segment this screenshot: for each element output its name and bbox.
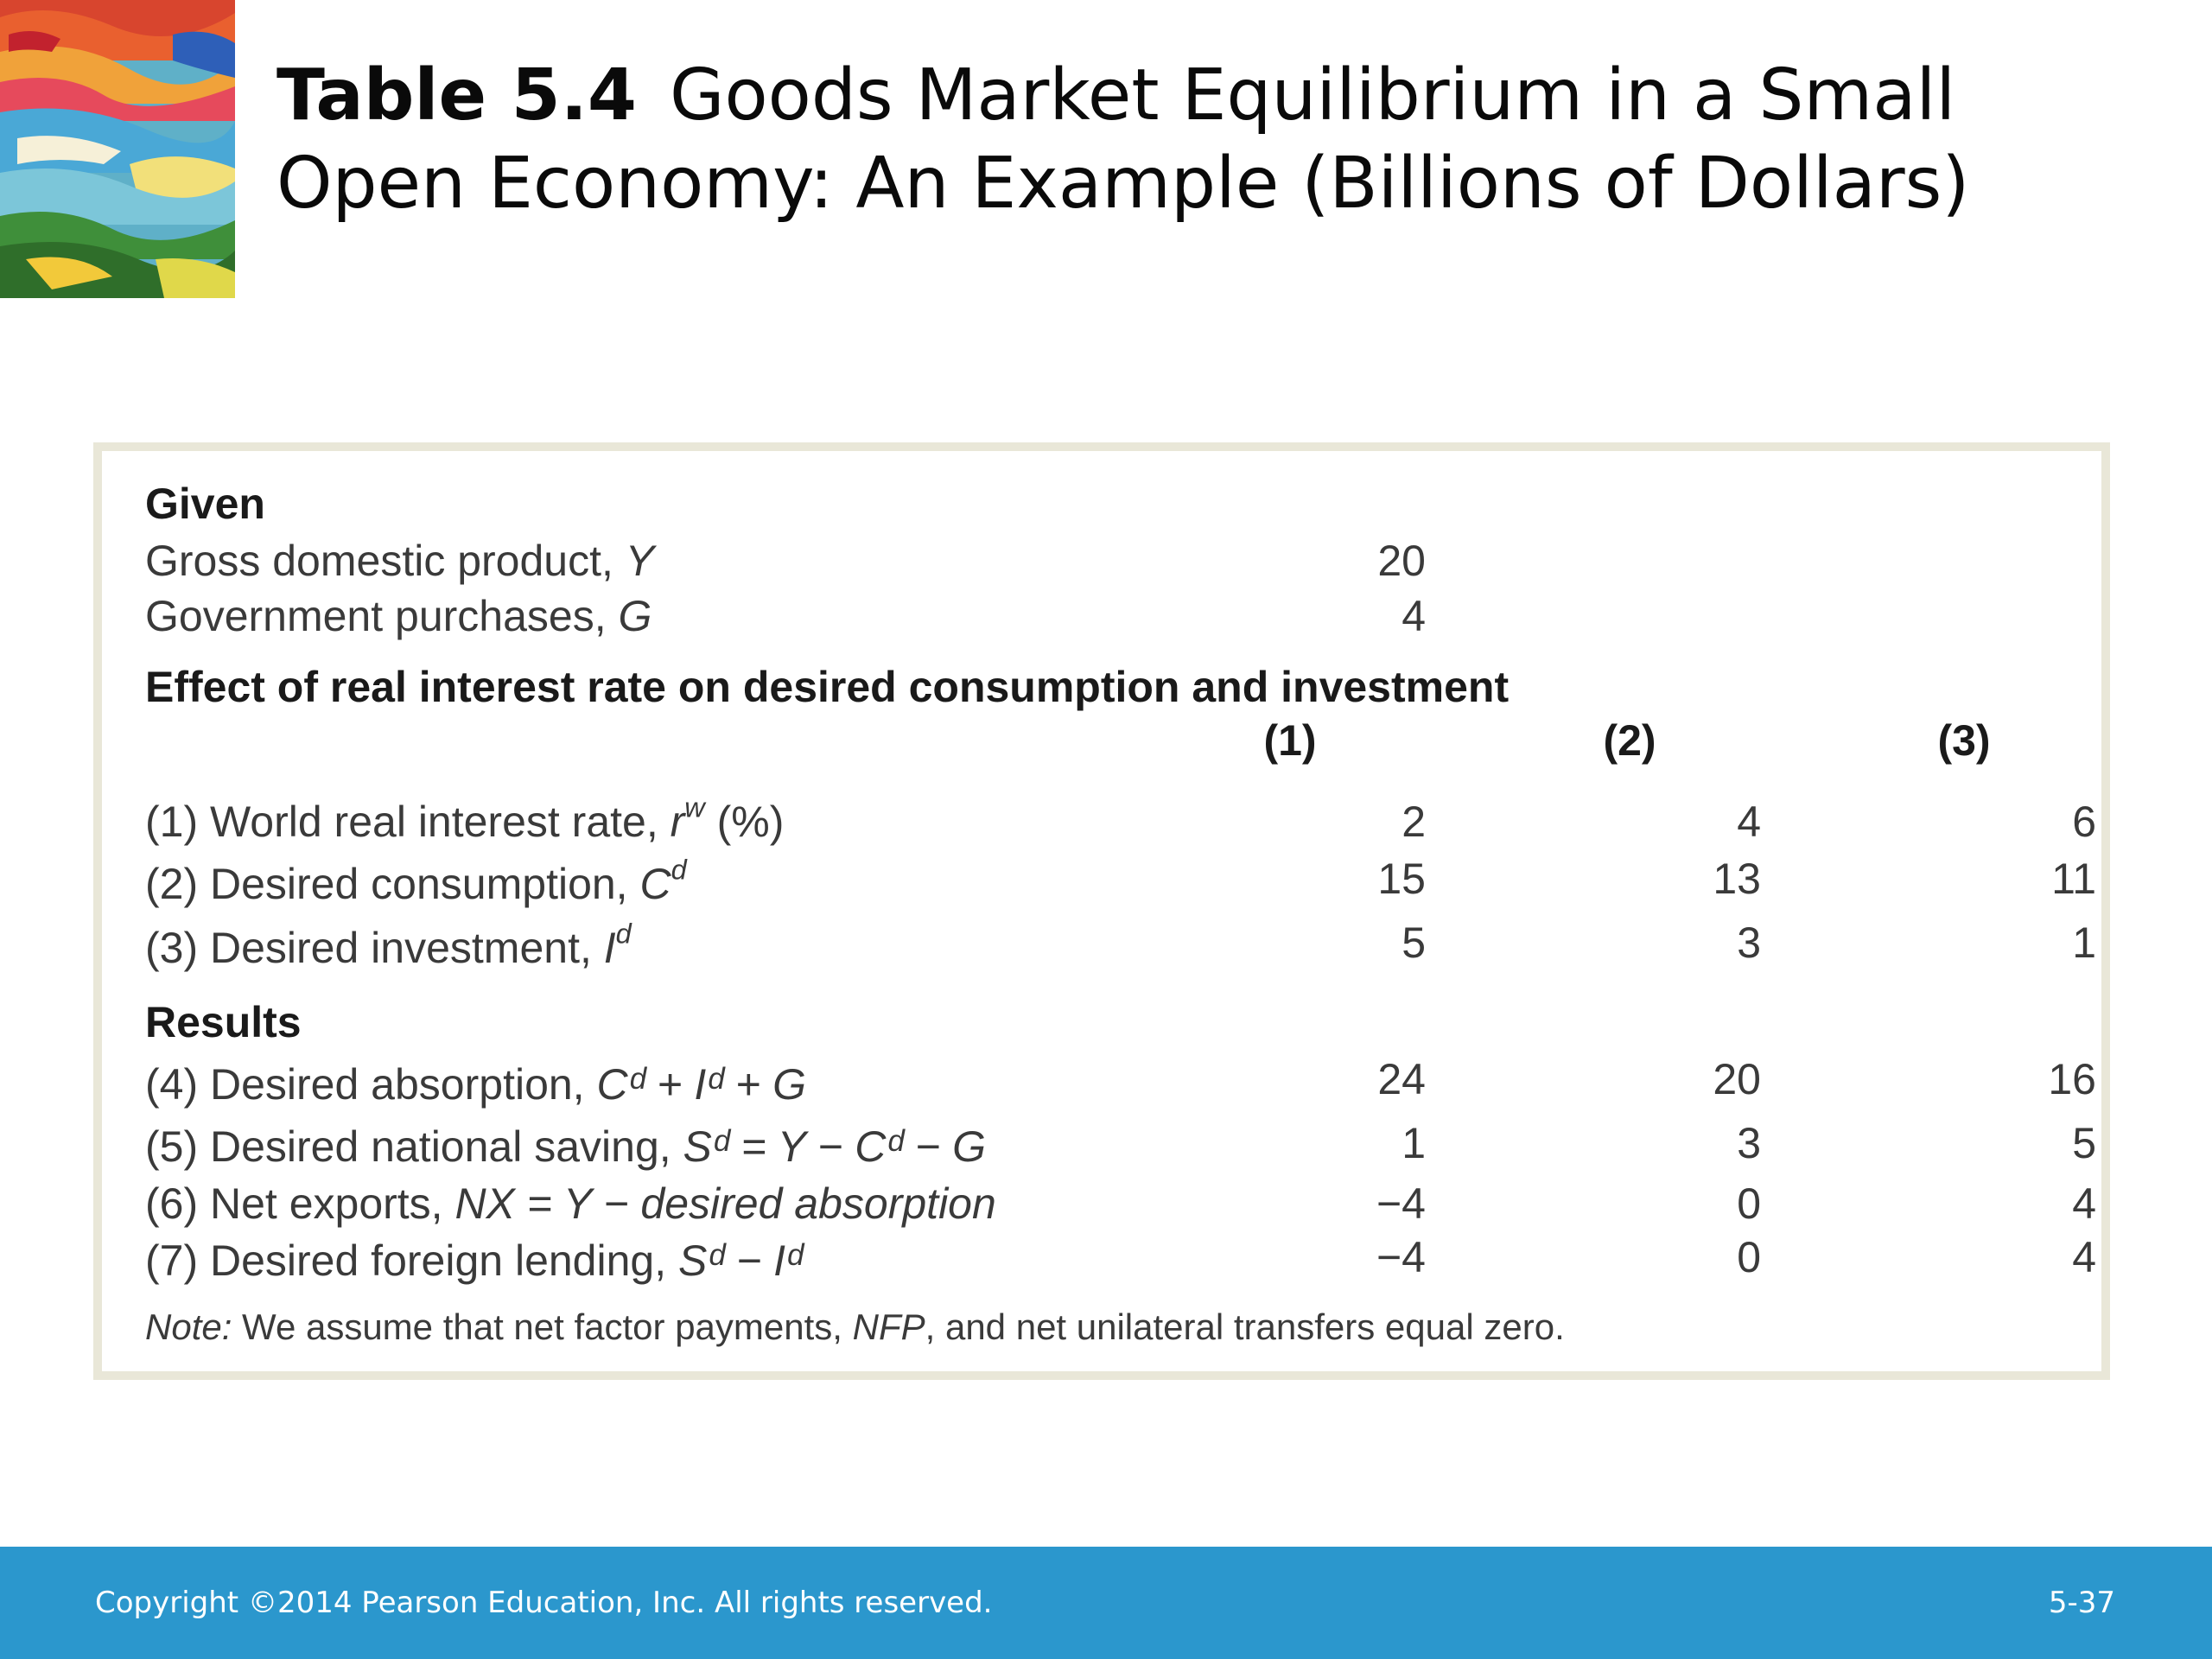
- row-expression: NX = Y − desired absorption: [454, 1179, 996, 1228]
- row-symbol: C: [639, 860, 671, 908]
- row-superscript: d: [615, 918, 632, 950]
- column-header-3: (3): [1937, 716, 1991, 765]
- table-number: Table 5.4: [276, 54, 637, 137]
- table-cell: 20: [1377, 537, 1426, 585]
- note-symbol: NFP: [852, 1306, 925, 1347]
- table-cell: 3: [1737, 1119, 1761, 1167]
- results-heading: Results: [145, 998, 302, 1046]
- slide-number: 5-37: [2048, 1586, 2115, 1620]
- row-expression: Sᵈ − Iᵈ: [678, 1236, 803, 1285]
- table-cell: 4: [1737, 798, 1761, 846]
- table-row: (2) Desired consumption, Cd: [145, 855, 687, 909]
- row-label: (2) Desired consumption,: [145, 860, 640, 908]
- note-label: Note:: [145, 1306, 232, 1347]
- table-cell: 0: [1737, 1233, 1761, 1281]
- footer-bar: Copyright ©2014 Pearson Education, Inc. …: [0, 1547, 2212, 1659]
- table-cell: 1: [1402, 1119, 1426, 1167]
- row-superscript: d: [671, 854, 687, 886]
- row-label: Government purchases,: [145, 592, 619, 640]
- table-cell: 0: [1737, 1179, 1761, 1228]
- table-cell: 4: [2072, 1233, 2096, 1281]
- data-table: Given Gross domestic product, Y 20 Gover…: [93, 442, 2110, 1380]
- table-cell: 6: [2072, 798, 2096, 846]
- table-row: Government purchases, G: [145, 591, 652, 641]
- row-superscript: w: [684, 791, 705, 823]
- table-cell: 15: [1377, 855, 1426, 903]
- row-symbol: I: [603, 924, 616, 972]
- row-label-tail: (%): [704, 798, 785, 846]
- table-cell: −4: [1376, 1233, 1426, 1281]
- table-row: (5) Desired national saving, Sᵈ = Y − Cᵈ…: [145, 1122, 986, 1172]
- row-label: (4) Desired absorption,: [145, 1060, 597, 1109]
- given-heading: Given: [145, 480, 265, 528]
- slide-title: Table 5.4 Goods Market Equilibrium in a S…: [276, 52, 2177, 228]
- table-cell: 3: [1737, 918, 1761, 967]
- column-header-1: (1): [1263, 716, 1317, 765]
- table-row: (1) World real interest rate, rw (%): [145, 793, 785, 847]
- table-cell: 2: [1402, 798, 1426, 846]
- row-label: (5) Desired national saving,: [145, 1122, 683, 1171]
- table-note: Note: We assume that net factor payments…: [145, 1306, 1565, 1348]
- copyright-text: Copyright ©2014 Pearson Education, Inc. …: [95, 1586, 993, 1620]
- row-expression: Cᵈ + Iᵈ + G: [596, 1060, 806, 1109]
- title-line-2: Open Economy: An Example (Billions of Do…: [276, 143, 1970, 225]
- table-row: (4) Desired absorption, Cᵈ + Iᵈ + G: [145, 1059, 806, 1109]
- table-cell: 4: [1402, 592, 1426, 640]
- table-row: (6) Net exports, NX = Y − desired absorp…: [145, 1179, 996, 1229]
- table-cell: −4: [1376, 1179, 1426, 1228]
- table-cell: 5: [2072, 1119, 2096, 1167]
- row-expression: Sᵈ = Y − Cᵈ − G: [683, 1122, 987, 1171]
- table-cell: 4: [2072, 1179, 2096, 1228]
- table-cell: 20: [1713, 1055, 1761, 1103]
- table-row: (7) Desired foreign lending, Sᵈ − Iᵈ: [145, 1236, 803, 1286]
- row-label: (7) Desired foreign lending,: [145, 1236, 678, 1285]
- note-text: We assume that net factor payments,: [232, 1306, 853, 1347]
- note-text-end: , and net unilateral transfers equal zer…: [925, 1306, 1565, 1347]
- row-label: (3) Desired investment,: [145, 924, 604, 972]
- row-label: (6) Net exports,: [145, 1179, 455, 1228]
- row-label: Gross domestic product,: [145, 537, 626, 585]
- table-row: (3) Desired investment, Id: [145, 919, 632, 973]
- row-symbol: Y: [625, 537, 655, 585]
- title-text-1: Goods Market Equilibrium in a Small: [669, 54, 1956, 137]
- table-cell: 24: [1377, 1055, 1426, 1103]
- row-symbol: r: [670, 798, 685, 846]
- effect-heading: Effect of real interest rate on desired …: [145, 663, 1510, 711]
- table-row: Gross domestic product, Y: [145, 536, 654, 586]
- table-cell: 16: [2048, 1055, 2096, 1103]
- title-line-1: Table 5.4 Goods Market Equilibrium in a S…: [276, 52, 2177, 140]
- decorative-painting: [0, 0, 235, 298]
- row-label: (1) World real interest rate,: [145, 798, 671, 846]
- table-cell: 11: [2051, 855, 2096, 903]
- table-cell: 1: [2072, 918, 2096, 967]
- column-header-2: (2): [1603, 716, 1656, 765]
- row-symbol: G: [618, 592, 652, 640]
- table-cell: 5: [1402, 918, 1426, 967]
- table-cell: 13: [1713, 855, 1761, 903]
